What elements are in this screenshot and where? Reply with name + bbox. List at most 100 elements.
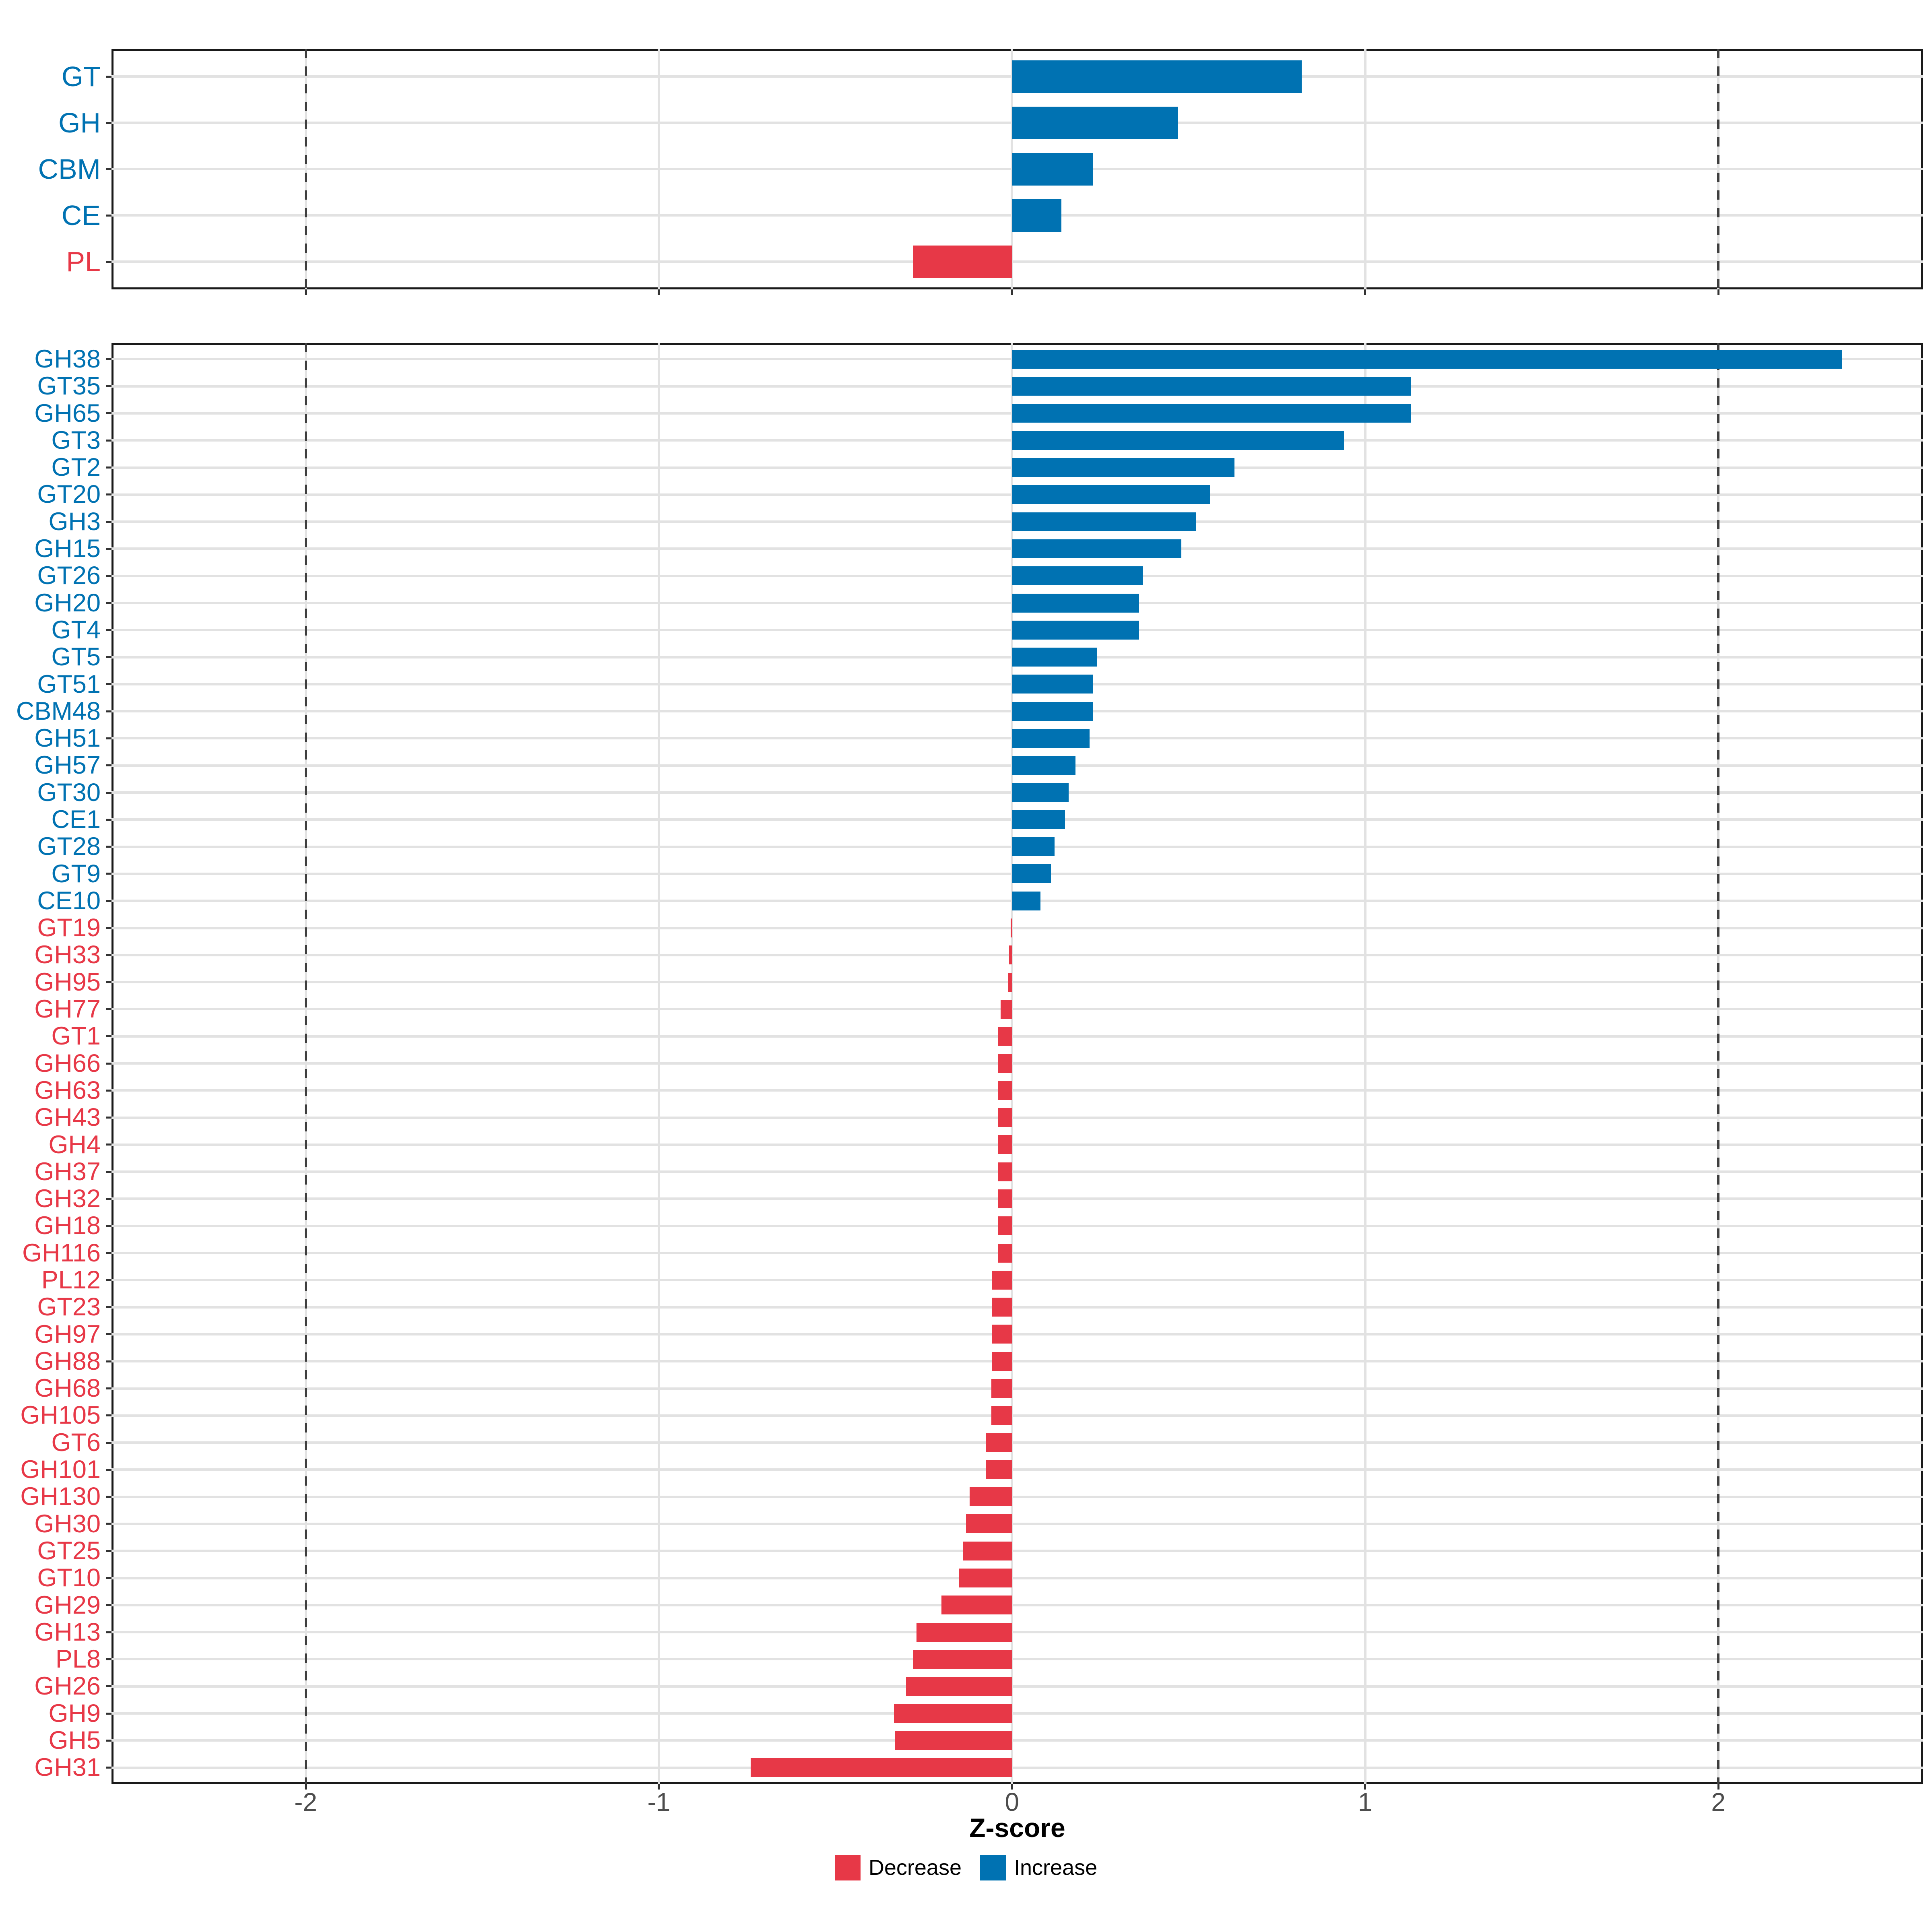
category-label-GH88: GH88 xyxy=(34,1347,101,1375)
y-tick xyxy=(106,791,111,794)
y-tick xyxy=(106,1577,111,1579)
y-tick xyxy=(106,1035,111,1038)
bar-GH30 xyxy=(966,1514,1012,1534)
bar-GH116 xyxy=(998,1243,1012,1263)
category-label-GH51: GH51 xyxy=(34,724,101,753)
category-label-GT2: GT2 xyxy=(51,453,101,482)
y-tick xyxy=(106,629,111,631)
category-label-GH37: GH37 xyxy=(34,1157,101,1186)
category-label-GH5: GH5 xyxy=(48,1726,101,1754)
x-tick xyxy=(1364,289,1366,295)
y-tick xyxy=(106,358,111,360)
bar-GH63 xyxy=(998,1081,1012,1100)
dashed-reference-line xyxy=(304,49,307,289)
y-tick xyxy=(106,1468,111,1471)
x-tick-label: -2 xyxy=(294,1788,318,1816)
bar-GT4 xyxy=(1012,620,1139,640)
y-tick xyxy=(106,1008,111,1010)
category-label-GH97: GH97 xyxy=(34,1320,101,1348)
bar-GH20 xyxy=(1012,593,1139,613)
legend-swatch-increase xyxy=(980,1855,1006,1880)
y-tick xyxy=(106,683,111,685)
y-gridline xyxy=(111,1766,1923,1769)
category-label-CE: CE xyxy=(61,199,101,231)
category-label-GT1: GT1 xyxy=(51,1022,101,1051)
bar-GT10 xyxy=(959,1569,1012,1588)
y-gridline xyxy=(111,1712,1923,1715)
y-gridline xyxy=(111,1008,1923,1011)
y-tick xyxy=(106,168,111,170)
x-tick-label: 1 xyxy=(1358,1788,1373,1816)
category-label-GT5: GT5 xyxy=(51,643,101,671)
y-tick xyxy=(106,1523,111,1525)
y-gridline xyxy=(111,1387,1923,1390)
y-tick xyxy=(106,1225,111,1227)
x-tick xyxy=(305,289,307,295)
y-gridline xyxy=(111,981,1923,984)
y-tick xyxy=(106,1604,111,1606)
y-tick xyxy=(106,656,111,658)
category-label-GH66: GH66 xyxy=(34,1049,101,1077)
bar-GT30 xyxy=(1012,783,1069,802)
bar-GH31 xyxy=(751,1758,1012,1777)
category-label-GH77: GH77 xyxy=(34,995,101,1024)
y-tick xyxy=(106,260,111,263)
y-tick xyxy=(106,873,111,875)
y-gridline xyxy=(111,1143,1923,1146)
bar-GH4 xyxy=(998,1135,1012,1154)
y-tick xyxy=(106,214,111,217)
bar-GT6 xyxy=(986,1433,1012,1452)
y-tick xyxy=(106,466,111,469)
x-tick-label: 0 xyxy=(1005,1788,1020,1816)
category-label-PL8: PL8 xyxy=(55,1645,101,1674)
bar-GH29 xyxy=(941,1596,1012,1615)
bar-GH43 xyxy=(998,1108,1012,1127)
y-gridline xyxy=(111,1468,1923,1471)
category-label-GH105: GH105 xyxy=(20,1401,101,1430)
x-tick-label: -1 xyxy=(647,1788,671,1816)
category-label-CBM48: CBM48 xyxy=(16,697,101,725)
category-label-PL12: PL12 xyxy=(41,1265,101,1294)
y-tick xyxy=(106,547,111,550)
y-tick xyxy=(106,818,111,821)
y-tick xyxy=(106,1306,111,1309)
y-tick xyxy=(106,122,111,124)
bar-GH68 xyxy=(991,1379,1012,1398)
y-gridline xyxy=(111,1577,1923,1579)
y-tick xyxy=(106,900,111,902)
bar-CE10 xyxy=(1012,891,1040,910)
y-gridline xyxy=(111,1631,1923,1634)
category-label-GT28: GT28 xyxy=(37,832,101,861)
bar-GH5 xyxy=(895,1731,1012,1750)
bar-GH38 xyxy=(1012,349,1842,369)
bar-CBM xyxy=(1012,153,1094,186)
category-label-CBM: CBM xyxy=(38,153,101,185)
y-gridline xyxy=(111,1062,1923,1065)
bar-GT5 xyxy=(1012,648,1097,667)
y-tick xyxy=(106,764,111,767)
bar-GT9 xyxy=(1012,864,1051,883)
bar-GH101 xyxy=(986,1460,1012,1479)
category-label-GT6: GT6 xyxy=(51,1428,101,1457)
category-label-GH9: GH9 xyxy=(48,1699,101,1728)
y-gridline xyxy=(111,1252,1923,1255)
y-gridline xyxy=(111,1495,1923,1498)
y-gridline xyxy=(111,1685,1923,1688)
legend-label: Decrease xyxy=(868,1856,962,1880)
bar-GT20 xyxy=(1012,485,1210,504)
y-gridline xyxy=(111,1279,1923,1282)
bar-GH65 xyxy=(1012,404,1411,423)
bar-GH9 xyxy=(894,1704,1012,1723)
category-label-CE1: CE1 xyxy=(51,805,101,834)
bar-PL xyxy=(913,245,1012,278)
bar-GT51 xyxy=(1012,675,1094,694)
y-gridline xyxy=(111,1739,1923,1742)
y-tick xyxy=(106,1062,111,1065)
bar-GT23 xyxy=(992,1298,1012,1317)
y-gridline xyxy=(111,954,1923,956)
category-label-GH3: GH3 xyxy=(48,507,101,536)
bar-GH97 xyxy=(992,1325,1012,1344)
bar-GH66 xyxy=(998,1054,1012,1073)
y-tick xyxy=(106,602,111,604)
